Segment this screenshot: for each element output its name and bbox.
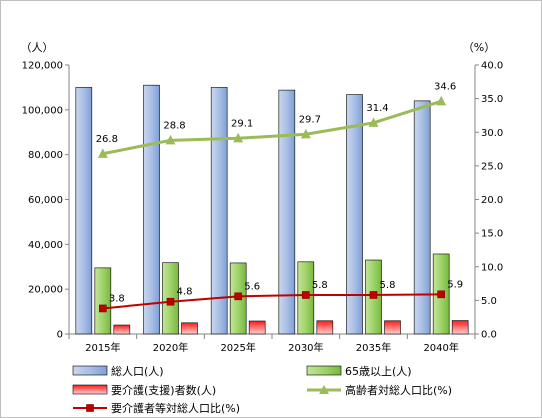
legend-label: 総人口(人)	[111, 364, 164, 378]
legend-label: 要介護(支援)者数(人)	[111, 383, 216, 397]
triangle-marker	[368, 117, 379, 127]
bar-3	[316, 320, 334, 335]
x-tick-label: 2025年	[220, 341, 255, 354]
bar-1	[413, 100, 431, 335]
data-label: 29.7	[299, 114, 321, 125]
right-tick-label: 40.0	[481, 61, 503, 72]
right-tick-label: 20.0	[481, 195, 503, 206]
triangle-marker	[300, 128, 311, 139]
bar-2	[94, 267, 112, 335]
legend-label: 高齢者対総人口比(%)	[345, 383, 452, 397]
triangle-marker	[165, 134, 176, 145]
x-tick-label: 2030年	[288, 341, 323, 354]
data-label: 3.8	[109, 293, 125, 304]
data-label: 31.4	[366, 103, 388, 114]
right-tick-label: 15.0	[481, 229, 503, 240]
data-label: 5.6	[244, 281, 260, 292]
right-tick-label: 10.0	[481, 262, 503, 273]
left-tick-label: 0	[57, 330, 63, 341]
square-marker	[99, 304, 107, 313]
x-tick-label: 2035年	[356, 341, 391, 354]
series-line-2	[102, 293, 442, 310]
x-tick-label: 2015年	[85, 341, 120, 354]
x-tick-label: 2040年	[423, 341, 458, 354]
legend-swatch-bar	[72, 365, 108, 376]
square-marker	[369, 291, 378, 299]
right-tick-label: 5.0	[481, 296, 497, 307]
right-axis-unit: （%）	[463, 41, 495, 54]
data-label: 5.8	[380, 280, 396, 291]
bar-1	[75, 87, 93, 335]
bar-3	[248, 320, 266, 335]
data-label: 34.6	[434, 81, 456, 92]
bar-3	[384, 320, 401, 335]
right-tick-label: 0.0	[481, 330, 497, 341]
square-marker	[234, 292, 242, 301]
triangle-marker	[436, 95, 447, 106]
legend-label: 65歳以上(人)	[345, 365, 412, 378]
square-marker	[302, 291, 310, 299]
triangle-marker	[97, 148, 108, 158]
left-tick-label: 40,000	[28, 240, 63, 251]
left-tick-label: 120,000	[22, 61, 63, 72]
data-label: 26.8	[96, 134, 118, 145]
bar-3	[451, 320, 469, 335]
bar-1	[278, 89, 296, 335]
bar-1	[210, 87, 228, 335]
right-tick-label: 25.0	[481, 161, 503, 172]
bar-3	[181, 322, 198, 335]
series-line-1	[102, 99, 442, 156]
left-tick-label: 20,000	[28, 285, 63, 296]
left-tick-label: 60,000	[28, 195, 63, 206]
legend-triangle-marker	[319, 385, 329, 394]
triangle-marker	[233, 132, 244, 143]
data-label: 29.1	[231, 118, 253, 129]
bar-1	[346, 94, 363, 335]
square-marker	[437, 290, 445, 299]
legend-label: 要介護者等対総人口比(%)	[111, 401, 240, 415]
right-tick-label: 35.0	[481, 94, 503, 105]
left-tick-label: 100,000	[22, 105, 63, 116]
left-axis-unit: （人）	[21, 41, 54, 54]
square-marker	[166, 297, 175, 306]
legend-swatch-bar	[72, 384, 108, 395]
left-tick-label: 80,000	[28, 150, 63, 161]
x-tick-label: 2020年	[153, 341, 188, 354]
bar-3	[113, 324, 131, 335]
bar-1	[143, 84, 160, 335]
data-label: 4.8	[177, 287, 193, 298]
data-label: 28.8	[163, 120, 185, 131]
right-tick-label: 30.0	[481, 128, 503, 139]
legend-square-marker	[86, 404, 94, 412]
legend-swatch-bar	[306, 365, 342, 376]
data-label: 5.8	[312, 280, 328, 291]
data-label: 5.9	[447, 279, 463, 290]
